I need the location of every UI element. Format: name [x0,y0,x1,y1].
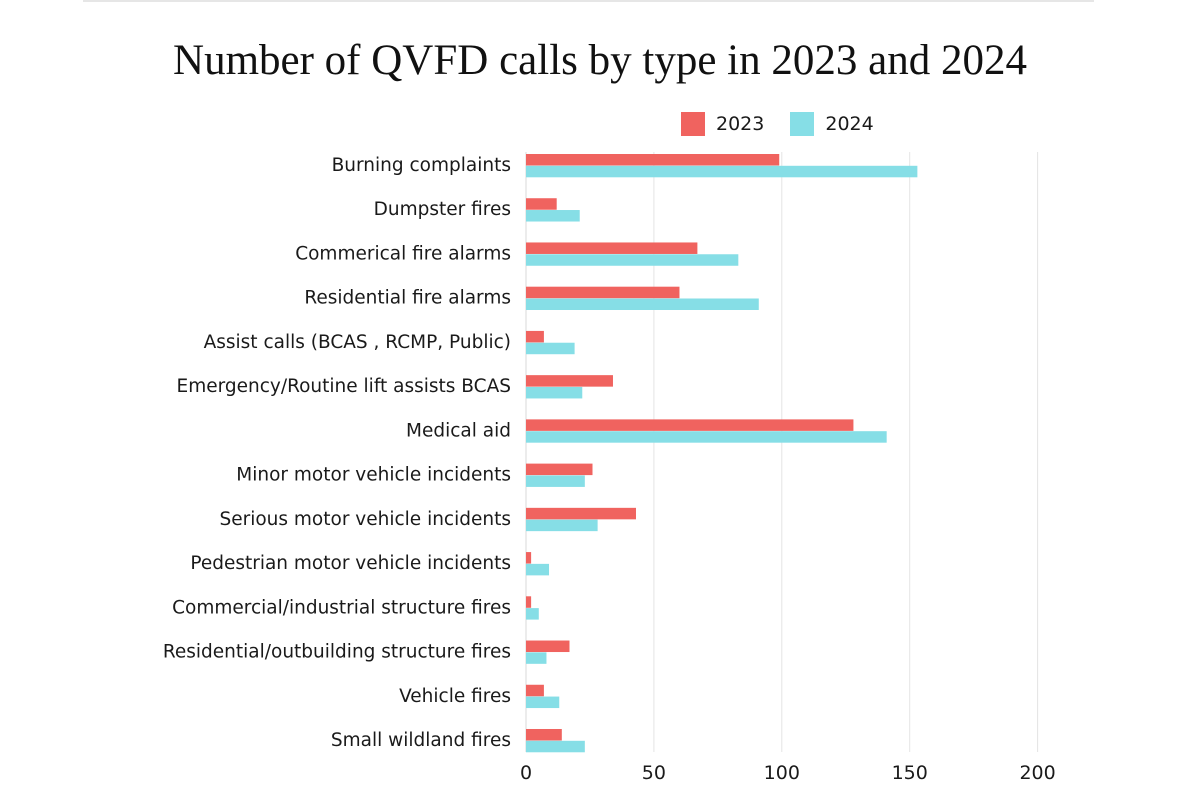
bar-2023-8 [526,463,593,476]
legend-swatch-2023 [681,112,705,136]
category-label: Vehicle fires [399,686,511,707]
category-label: Commercial/industrial structure fires [172,597,511,618]
bar-2023-13 [526,684,544,697]
legend-item-2024: 2024 [790,112,874,136]
bar-2024-1 [526,165,918,178]
category-label: Emergency/Routine lift assists BCAS [177,376,511,397]
category-label: Burning complaints [332,155,511,176]
x-tick-label-0: 0 [520,762,532,784]
legend-item-2023: 2023 [681,112,764,136]
bar-2024-8 [526,475,585,487]
bar-2023-6 [526,375,613,387]
bar-2024-11 [526,608,539,620]
category-label: Serious motor vehicle incidents [219,509,511,530]
bar-2023-4 [526,286,680,299]
bar-2024-4 [526,298,759,310]
category-label: Dumpster fires [374,199,511,220]
bar-2023-2 [526,198,557,210]
top-divider [83,0,1094,2]
category-label: Pedestrian motor vehicle incidents [190,553,511,574]
bar-2024-9 [526,519,598,532]
bar-2024-5 [526,342,575,355]
bar-2023-12 [526,640,570,653]
category-label: Minor motor vehicle incidents [236,465,511,486]
chart-title: Number of QVFD calls by type in 2023 and… [173,37,1027,84]
bar-2024-10 [526,563,550,576]
bar-2023-14 [526,728,562,741]
bar-2024-3 [526,254,739,266]
bar-2023-5 [526,330,544,343]
bar-2023-3 [526,242,698,254]
category-label: Residential/outbuilding structure fires [163,642,511,663]
x-tick-label-100: 100 [764,762,800,784]
category-label: Commerical fire alarms [295,243,511,264]
category-label: Residential fire alarms [304,288,511,309]
category-label: Medical aid [406,420,511,441]
chart-legend: 2023 2024 [681,112,900,136]
bar-2023-9 [526,507,636,520]
x-tick-label-50: 50 [642,762,666,784]
category-label: Assist calls (BCAS , RCMP, Public) [204,332,511,353]
bar-2024-13 [526,696,560,709]
bar-2023-7 [526,419,854,431]
legend-label-2024: 2024 [825,113,874,135]
legend-swatch-2024 [790,112,815,136]
bar-2023-10 [526,552,532,564]
category-label: Small wildland fires [331,730,511,751]
x-tick-label-200: 200 [1019,762,1055,784]
bar-2023-11 [526,596,532,608]
bar-2024-14 [526,740,585,753]
bar-2024-6 [526,386,583,399]
bar-2023-1 [526,154,780,166]
bar-2024-2 [526,210,580,222]
x-tick-label-150: 150 [892,762,928,784]
legend-label-2023: 2023 [716,113,765,135]
bar-2024-12 [526,652,547,664]
bar-2024-7 [526,431,887,443]
